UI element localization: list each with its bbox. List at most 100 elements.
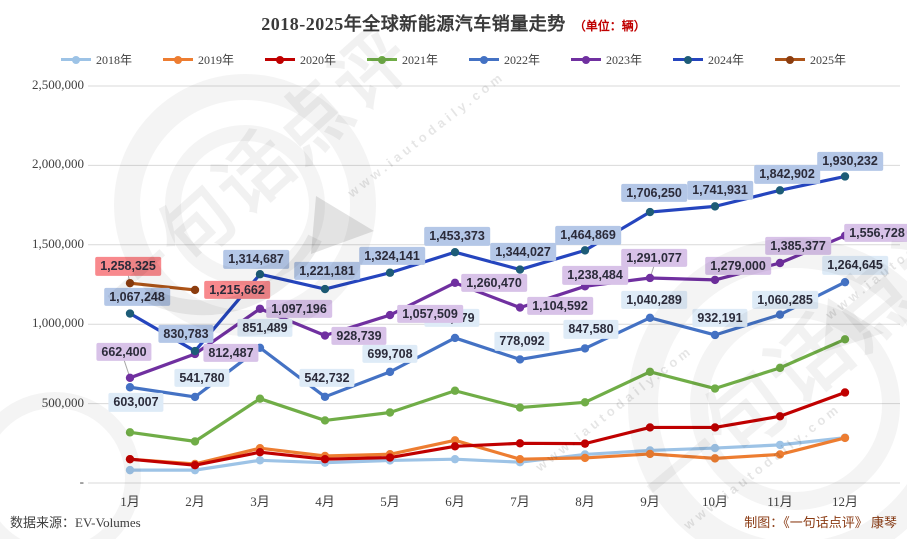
data-point-2023年 <box>255 304 265 313</box>
data-point-2020年 <box>385 453 395 462</box>
data-point-2019年 <box>840 433 850 443</box>
data-point-2024年 <box>320 284 330 294</box>
data-source-note: 数据来源：EV-Volumes <box>10 515 141 530</box>
data-point-2020年 <box>450 442 460 451</box>
legend-label: 2019年 <box>197 53 234 67</box>
data-point-2024年 <box>190 346 200 356</box>
legend-item-2025年: 2025年 <box>775 51 846 68</box>
data-point-2023年 <box>710 275 720 285</box>
legend-item-2018年: 2018年 <box>60 51 132 68</box>
data-point-2018年 <box>125 465 135 475</box>
data-point-2019年 <box>580 453 590 463</box>
chart-title-unit: （单位：辆） <box>573 19 646 33</box>
data-point-2023年 <box>320 331 330 340</box>
legend-item-2020年: 2020年 <box>264 51 336 68</box>
data-point-2018年 <box>710 443 720 453</box>
legend-marker-icon <box>469 55 499 65</box>
data-point-2024年 <box>710 202 720 211</box>
credit-note: 制图：《一句话点评》 康琴 <box>744 515 897 530</box>
data-point-2023年 <box>385 310 395 320</box>
data-point-2023年 <box>645 273 655 283</box>
data-point-2021年 <box>515 403 525 412</box>
data-point-2023年 <box>515 303 525 312</box>
data-point-2020年 <box>255 447 265 457</box>
data-point-2024年 <box>255 270 265 279</box>
data-point-2022年 <box>710 330 720 340</box>
data-point-2020年 <box>710 423 720 432</box>
legend-label: 2022年 <box>504 53 541 67</box>
legend-label: 2018年 <box>95 53 132 67</box>
data-point-2020年 <box>580 439 590 448</box>
data-point-2021年 <box>320 416 330 425</box>
data-point-2019年 <box>710 454 720 463</box>
data-point-2021年 <box>710 384 720 393</box>
data-point-2021年 <box>840 335 850 344</box>
data-point-2024年 <box>515 265 525 274</box>
data-point-2021年 <box>450 386 460 395</box>
data-point-2021年 <box>255 394 265 403</box>
chart-legend: 2018年 2019年 2020年 2021年 2022年 2023年 2024年 2025年 <box>0 51 907 68</box>
data-point-2020年 <box>190 461 200 470</box>
data-point-2019年 <box>775 450 785 459</box>
legend-label: 2025年 <box>810 53 847 67</box>
series-line-2019年 <box>128 436 847 466</box>
legend-marker-icon <box>673 55 704 65</box>
data-point-2021年 <box>580 398 590 407</box>
data-point-2021年 <box>125 428 135 437</box>
legend-marker-icon <box>60 55 91 65</box>
data-point-2023年 <box>775 258 785 268</box>
data-point-2020年 <box>840 388 850 397</box>
legend-item-2022年: 2022年 <box>469 51 540 68</box>
data-point-2020年 <box>775 412 785 421</box>
legend-label: 2021年 <box>401 53 438 67</box>
chart-title: 2018-2025年全球新能源汽车销量走势 （单位：辆） <box>0 10 907 36</box>
data-point-2021年 <box>775 363 785 373</box>
data-point-2020年 <box>320 454 330 464</box>
data-point-2022年 <box>775 310 785 319</box>
chart-title-text: 2018-2025年全球新能源汽车销量走势 <box>261 14 566 34</box>
legend-marker-icon <box>571 55 602 65</box>
data-point-2023年 <box>125 373 135 383</box>
data-point-2019年 <box>450 436 460 445</box>
series-line-2020年 <box>128 390 847 467</box>
data-point-2021年 <box>645 367 655 377</box>
legend-label: 2024年 <box>708 53 745 67</box>
series-line-2021年 <box>128 337 847 443</box>
data-point-2020年 <box>125 454 135 464</box>
data-point-2022年 <box>450 333 460 343</box>
series-line-2025年 <box>128 281 197 292</box>
data-point-2022年 <box>515 355 525 364</box>
data-point-2022年 <box>190 392 200 402</box>
data-point-2020年 <box>645 423 655 432</box>
data-point-2024年 <box>450 248 460 257</box>
data-point-2024年 <box>580 246 590 255</box>
legend-marker-icon <box>366 55 397 65</box>
data-point-2025年 <box>125 278 135 288</box>
series-line-2018年 <box>128 436 847 472</box>
data-point-2024年 <box>385 268 395 277</box>
legend-marker-icon <box>162 55 193 65</box>
data-point-2023年 <box>580 282 590 291</box>
data-point-2019年 <box>645 449 655 459</box>
legend-item-2019年: 2019年 <box>162 51 234 68</box>
series-line-2023年 <box>128 234 847 380</box>
data-point-2022年 <box>125 383 135 392</box>
legend-marker-icon <box>775 55 806 65</box>
data-point-2018年 <box>255 456 265 465</box>
data-point-2022年 <box>645 313 655 323</box>
legend-label: 2023年 <box>606 53 643 67</box>
data-point-2022年 <box>320 392 330 402</box>
legend-marker-icon <box>264 55 295 65</box>
data-point-2023年 <box>450 278 460 288</box>
legend-item-2024年: 2024年 <box>673 51 744 68</box>
data-point-2025年 <box>190 285 200 295</box>
legend-label: 2020年 <box>299 53 336 67</box>
data-point-2022年 <box>580 344 590 353</box>
legend-item-2021年: 2021年 <box>366 51 438 68</box>
data-point-2022年 <box>255 343 265 352</box>
data-point-2018年 <box>775 440 785 450</box>
data-point-2019年 <box>515 454 525 464</box>
data-point-2024年 <box>645 207 655 217</box>
